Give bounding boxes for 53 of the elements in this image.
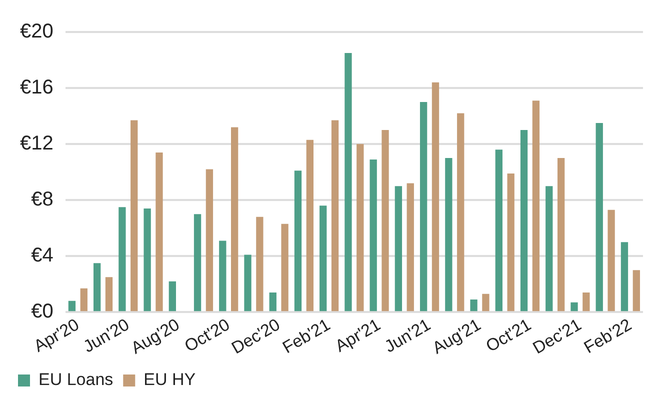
bar [130,120,138,312]
y-tick-label: €8 [31,188,54,211]
y-tick-label: €4 [31,244,54,267]
bar [80,288,88,312]
bar [432,82,440,312]
bar [206,169,214,312]
bar [194,214,202,312]
y-tick-label: €0 [31,300,54,323]
bar [231,127,238,312]
bar [546,186,553,312]
bar [557,158,565,312]
bar [320,206,327,312]
bar [356,144,364,312]
bar [118,207,126,312]
bar [394,186,402,312]
bar [457,113,464,312]
bar [94,263,101,312]
bar [582,292,590,312]
bar [306,140,314,312]
bar [532,100,540,312]
bar [281,224,288,312]
bar [632,270,640,312]
bar [344,53,352,312]
legend-label: EU Loans [38,370,114,390]
bar [620,242,628,312]
y-tick-label: €12 [20,132,54,155]
y-tick-label: €16 [20,76,54,99]
bar [470,300,478,312]
bar [244,254,252,312]
bar [68,300,76,312]
bar [570,302,578,312]
bar [156,152,163,312]
bar [608,210,615,312]
bar [520,130,528,312]
bar [406,183,414,312]
bar [168,281,176,312]
bar [144,208,151,312]
bar [420,102,428,312]
bar [370,159,377,312]
bar [445,158,452,312]
bar [507,173,514,312]
bar [256,216,264,312]
bar [294,170,302,312]
legend-label: EU HY [144,370,196,390]
bar [596,123,603,312]
bar [219,240,226,312]
bar [495,150,502,312]
y-tick-label: €20 [20,20,54,43]
bar [382,130,389,312]
bar [482,294,490,312]
bar [105,277,113,312]
bar [331,120,339,312]
bar [269,292,276,312]
